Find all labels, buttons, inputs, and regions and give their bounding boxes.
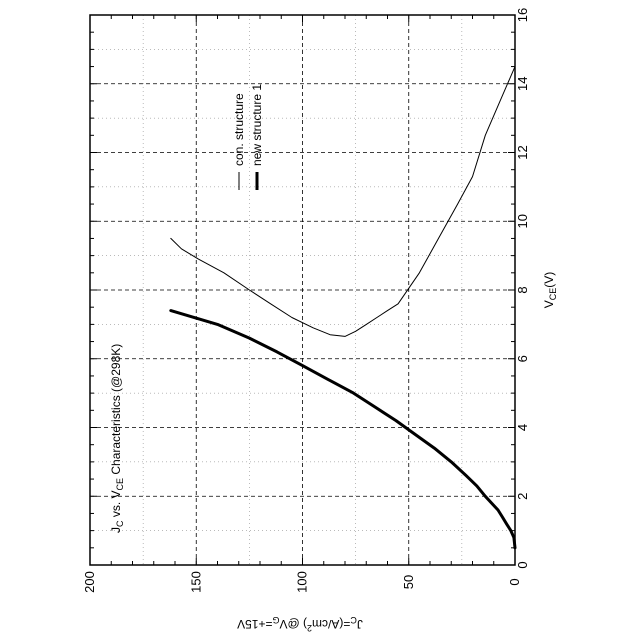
xlabel-sub: CE: [548, 288, 558, 301]
tick-label-jc-50: 50: [401, 575, 416, 589]
ylabel-tail: =+15V: [237, 617, 272, 631]
tick-label-jc-200: 200: [82, 571, 97, 593]
tick-label-vce-12: 12: [515, 145, 530, 159]
tick-label-jc-150: 150: [188, 571, 203, 593]
title-tail: Characteristics (@298K): [109, 344, 123, 478]
legend-label-new-structure-1: new structure 1: [250, 84, 264, 166]
tick-label-jc-100: 100: [295, 571, 310, 593]
xlabel-tail: (V): [542, 272, 556, 288]
ylabel-close: ) @V: [280, 617, 308, 631]
chart-title: JC vs. VCE Characteristics (@298K): [109, 344, 125, 533]
legend-label-con-structure: con. structure: [232, 93, 246, 166]
tick-label-jc-0: 0: [507, 578, 522, 585]
tick-label-vce-14: 14: [515, 77, 530, 91]
title-mid: vs. V: [109, 490, 123, 520]
tick-label-vce-8: 8: [515, 286, 530, 293]
tick-label-vce-6: 6: [515, 355, 530, 362]
tick-label-vce-16: 16: [515, 8, 530, 22]
xlabel-main: V: [542, 300, 556, 308]
ylabel-gsub: G: [272, 615, 279, 625]
tick-label-vce-4: 4: [515, 424, 530, 431]
tick-label-vce-10: 10: [515, 214, 530, 228]
title-sub2: CE: [115, 478, 125, 491]
tick-label-vce-0: 0: [515, 561, 530, 568]
ylabel-mid: =(A/cm: [312, 617, 350, 631]
y-axis-label: JC=(A/cm2) @VG=+15V: [237, 615, 363, 633]
tick-label-vce-2: 2: [515, 493, 530, 500]
